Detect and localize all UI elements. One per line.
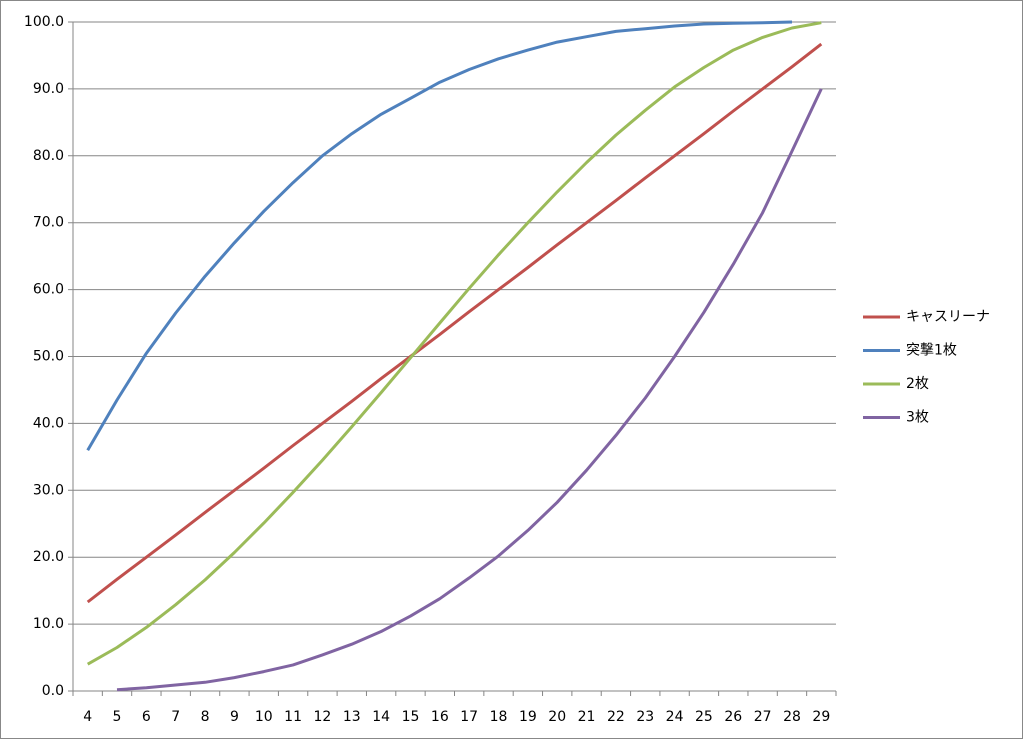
legend-label: 2枚 [906, 376, 929, 392]
series-line [86, 20, 793, 451]
x-tick-label: 4 [83, 709, 92, 725]
x-tick-label: 22 [607, 709, 625, 725]
x-tick-label: 20 [548, 709, 566, 725]
x-tick-label: 7 [171, 709, 180, 725]
series-line [86, 42, 823, 604]
legend-label: 突撃1枚 [906, 343, 957, 359]
y-tick-label: 60.0 [33, 282, 64, 298]
legend-label: キャスリーナ [906, 309, 990, 325]
y-tick-label: 50.0 [33, 349, 64, 365]
x-tick-label: 25 [695, 709, 713, 725]
y-tick-label: 70.0 [33, 215, 64, 231]
x-tick-label: 18 [490, 709, 508, 725]
x-tick-label: 8 [201, 709, 210, 725]
y-tick-label: 20.0 [33, 549, 64, 565]
series-line [86, 21, 822, 666]
x-tick-label: 28 [783, 709, 801, 725]
y-tick-label: 40.0 [33, 415, 64, 431]
x-tick-label: 17 [460, 709, 478, 725]
x-tick-label: 16 [431, 709, 449, 725]
series-line [116, 88, 823, 692]
legend-label: 3枚 [906, 410, 929, 426]
x-tick-label: 5 [113, 709, 122, 725]
y-tick-label: 80.0 [33, 148, 64, 164]
x-tick-label: 26 [724, 709, 742, 725]
x-tick-label: 27 [754, 709, 772, 725]
x-tick-label: 23 [636, 709, 654, 725]
y-tick-label: 30.0 [33, 482, 64, 498]
x-tick-label: 6 [142, 709, 151, 725]
y-tick-label: 10.0 [33, 616, 64, 632]
x-tick-label: 14 [372, 709, 390, 725]
x-tick-label: 15 [402, 709, 420, 725]
y-tick-label: 100.0 [24, 14, 64, 30]
y-tick-label: 0.0 [42, 683, 64, 699]
x-tick-label: 11 [284, 709, 302, 725]
x-tick-label: 24 [666, 709, 684, 725]
x-tick-label: 10 [255, 709, 273, 725]
y-tick-label: 90.0 [33, 81, 64, 97]
x-tick-label: 9 [230, 709, 239, 725]
x-tick-label: 21 [578, 709, 596, 725]
x-tick-label: 19 [519, 709, 537, 725]
x-tick-label: 13 [343, 709, 361, 725]
x-tick-label: 12 [314, 709, 332, 725]
x-tick-label: 29 [812, 709, 830, 725]
